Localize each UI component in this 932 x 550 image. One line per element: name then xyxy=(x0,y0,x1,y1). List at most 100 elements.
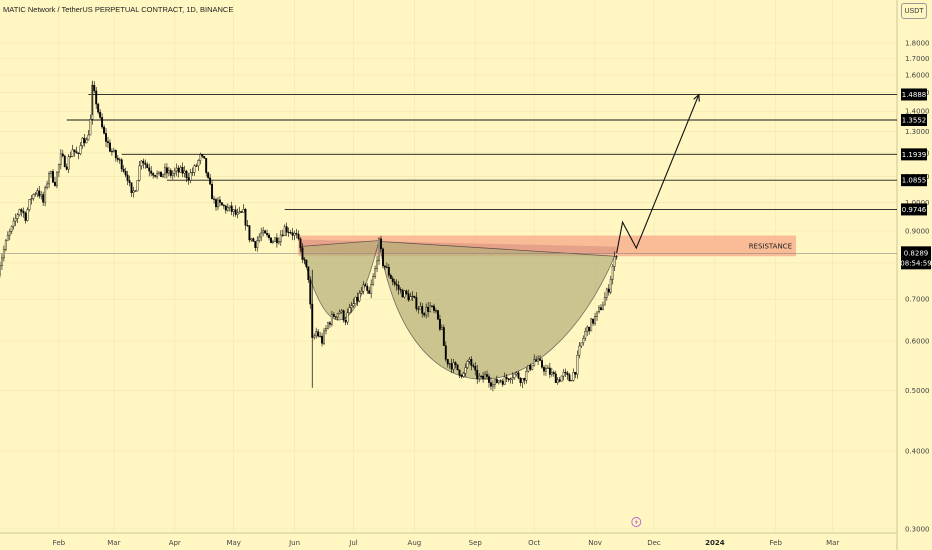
candle xyxy=(456,364,459,371)
candle xyxy=(380,235,382,253)
candle xyxy=(615,255,618,261)
candle xyxy=(328,321,331,328)
candle xyxy=(24,211,27,224)
candle xyxy=(152,172,155,179)
candle xyxy=(531,365,534,371)
resistance-label: RESISTANCE xyxy=(749,242,792,250)
candle xyxy=(346,308,349,325)
candle xyxy=(224,204,227,214)
candle xyxy=(215,197,217,211)
candle xyxy=(594,312,597,326)
event-icon[interactable] xyxy=(631,517,642,527)
candle xyxy=(584,327,587,341)
candle xyxy=(490,377,492,390)
candle xyxy=(260,227,263,242)
candle xyxy=(480,375,483,379)
candle xyxy=(242,204,245,213)
candle xyxy=(275,233,278,248)
candle xyxy=(338,309,341,315)
candle xyxy=(387,263,390,278)
candle xyxy=(411,291,414,301)
time-tick-label: Feb xyxy=(770,539,783,547)
candle xyxy=(236,208,239,219)
candle xyxy=(348,303,351,314)
candle xyxy=(350,301,353,313)
svg-text:1.4888: 1.4888 xyxy=(902,91,927,99)
candle xyxy=(71,144,74,157)
candle xyxy=(401,288,404,298)
candle xyxy=(52,169,54,184)
candle xyxy=(574,371,577,379)
time-tick-label: Apr xyxy=(169,539,181,547)
candle xyxy=(364,283,367,287)
svg-text:1.3552: 1.3552 xyxy=(902,116,927,124)
candle xyxy=(138,160,141,182)
candle xyxy=(44,185,47,207)
candle xyxy=(307,266,310,283)
candle xyxy=(266,229,269,238)
candle xyxy=(289,229,292,235)
candle xyxy=(596,311,598,321)
level-price-tag: 1.3552 xyxy=(901,113,927,126)
candle xyxy=(126,170,129,186)
candle xyxy=(435,308,437,314)
candle xyxy=(546,365,549,369)
candle xyxy=(488,373,490,388)
candle xyxy=(391,276,394,286)
candle xyxy=(385,262,388,268)
last-price-tag: 0.8289 08:54:59 xyxy=(900,246,932,270)
candle xyxy=(77,152,80,160)
candle xyxy=(521,378,524,388)
candle xyxy=(503,372,506,385)
candle xyxy=(395,279,398,291)
candle xyxy=(122,165,125,173)
candle xyxy=(191,167,194,176)
candle xyxy=(588,326,591,335)
level-price-tag: 1.1939 xyxy=(901,148,927,161)
candle xyxy=(195,163,198,167)
candle xyxy=(562,369,565,381)
level-price-tag: 1.0855 xyxy=(901,174,927,187)
candle xyxy=(344,316,347,326)
candle xyxy=(543,365,545,376)
candle xyxy=(552,370,555,377)
candle xyxy=(431,305,433,308)
candle xyxy=(67,154,70,174)
candle xyxy=(611,263,614,285)
time-tick-label: Sep xyxy=(469,539,483,547)
candle xyxy=(252,237,255,242)
candle xyxy=(317,329,320,338)
candle xyxy=(576,350,579,379)
candle xyxy=(466,360,469,370)
candle xyxy=(454,361,457,369)
arrow-head xyxy=(693,93,700,102)
currency-selector[interactable]: USDT xyxy=(901,3,927,19)
candle xyxy=(89,114,92,136)
candle xyxy=(240,210,243,214)
candle xyxy=(419,302,422,310)
candle xyxy=(368,286,371,294)
candle xyxy=(327,321,329,330)
time-axis[interactable]: Feb Mar Apr May Jun Jul Aug Sep Oct Nov Dec 2024 Feb… xyxy=(53,517,840,548)
candle xyxy=(220,201,223,206)
candle xyxy=(130,182,133,197)
candle xyxy=(332,312,335,318)
candle xyxy=(285,222,288,237)
candle xyxy=(433,303,435,314)
candle xyxy=(605,287,608,301)
candle xyxy=(146,162,149,169)
candle xyxy=(321,332,324,347)
candle xyxy=(578,342,581,359)
candle xyxy=(160,171,162,177)
svg-text:1.0855: 1.0855 xyxy=(902,177,927,185)
candle xyxy=(203,156,206,159)
price-axis[interactable]: 1.80001.70001.60001.50001.40001.30001.20… xyxy=(905,40,930,534)
candle xyxy=(413,295,416,299)
candle xyxy=(556,377,559,385)
candle xyxy=(601,301,604,311)
candle xyxy=(73,149,76,157)
candle xyxy=(319,331,322,338)
price-tick-label: 0.3000 xyxy=(905,526,930,534)
